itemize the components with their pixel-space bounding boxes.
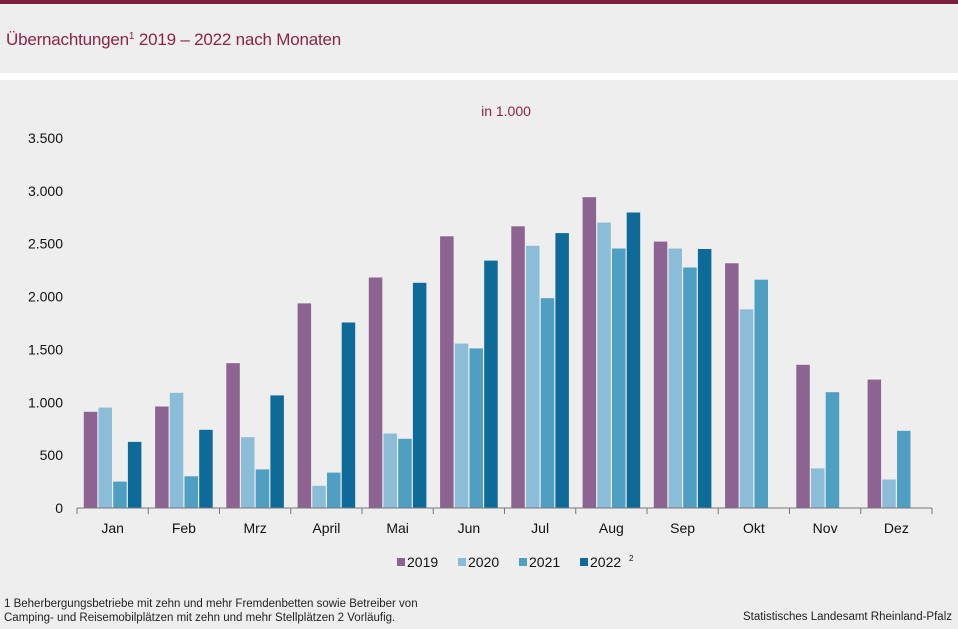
bar-2019-mai xyxy=(368,277,383,508)
x-tick-label: Feb xyxy=(172,520,196,536)
y-tick-label: 3.000 xyxy=(28,183,63,199)
bar-2019-nov xyxy=(796,364,810,508)
bar-2021-april xyxy=(327,472,341,508)
bar-2022-april xyxy=(341,322,356,508)
legend-label-2020: 2020 xyxy=(468,554,499,570)
bar-2020-nov xyxy=(811,468,825,508)
legend-swatch-2021 xyxy=(519,558,527,566)
bar-2021-jan xyxy=(113,481,127,508)
bar-2021-dez xyxy=(897,430,911,508)
title-main: Übernachtungen xyxy=(6,30,129,49)
bar-2021-feb xyxy=(184,476,198,508)
title-rest: 2019 – 2022 nach Monaten xyxy=(134,30,342,49)
x-tick-label: April xyxy=(312,520,340,536)
x-tick-label: Nov xyxy=(813,520,838,536)
bar-2022-aug xyxy=(626,212,641,508)
bar-2019-jul xyxy=(511,226,525,509)
bar-2021-sep xyxy=(683,267,697,508)
top-accent-bar xyxy=(0,0,958,4)
legend-footnote-ref: 2 xyxy=(629,554,634,563)
footnote-line-2: Camping- und Reisemobilplätzen mit zehn … xyxy=(4,612,396,624)
legend-swatch-2019 xyxy=(397,558,405,566)
bar-2019-jan xyxy=(83,411,98,508)
bar-2022-mai xyxy=(412,282,427,508)
bar-2022-sep xyxy=(697,249,712,508)
y-tick-label: 1.500 xyxy=(28,341,63,357)
bar-2020-aug xyxy=(597,222,611,508)
bar-2021-okt xyxy=(754,279,768,508)
bar-2019-feb xyxy=(155,406,169,508)
bar-2022-jan xyxy=(127,441,142,508)
y-tick-label: 2.500 xyxy=(28,236,63,252)
bar-2021-mrz xyxy=(255,469,270,508)
y-tick-label: 3.500 xyxy=(28,130,63,146)
bar-2022-jun xyxy=(484,260,498,508)
bar-2020-jan xyxy=(98,407,112,508)
page-title: Übernachtungen1 2019 – 2022 nach Monaten xyxy=(6,30,341,50)
bar-2020-mai xyxy=(383,433,397,508)
bar-2021-jul xyxy=(540,298,555,508)
bar-2020-mrz xyxy=(241,437,255,508)
bar-2020-dez xyxy=(882,479,896,508)
bar-2021-aug xyxy=(612,248,626,508)
x-tick-label: Sep xyxy=(670,520,695,536)
y-tick-label: 0 xyxy=(55,500,63,516)
legend-swatch-2020 xyxy=(458,558,466,566)
bar-2022-mrz xyxy=(270,395,284,508)
legend-label-2019: 2019 xyxy=(407,554,438,570)
x-tick-label: Jul xyxy=(531,520,549,536)
bar-2020-sep xyxy=(668,248,682,508)
bar-2022-jul xyxy=(555,233,569,508)
chart-subtitle: in 1.000 xyxy=(481,103,531,119)
footnote: 1 Beherbergungsbetriebe mit zehn und meh… xyxy=(4,597,418,625)
title-footnote-ref: 1 xyxy=(128,31,135,42)
bar-2019-mrz xyxy=(226,363,240,508)
legend-label-2022: 2022 xyxy=(590,554,621,570)
x-tick-label: Mrz xyxy=(243,520,266,536)
legend-label-2021: 2021 xyxy=(529,554,560,570)
header-background xyxy=(0,4,958,73)
bar-2020-jul xyxy=(526,245,540,509)
header-divider xyxy=(0,73,958,80)
x-tick-label: Okt xyxy=(743,520,765,536)
legend-swatch-2022 xyxy=(580,558,588,566)
x-tick-label: Jun xyxy=(458,520,481,536)
bar-2020-okt xyxy=(739,309,754,508)
bar-2019-okt xyxy=(725,263,739,508)
bar-2019-aug xyxy=(582,197,597,508)
bar-2021-mai xyxy=(398,438,412,508)
x-tick-label: Dez xyxy=(884,520,909,536)
bar-2020-jun xyxy=(454,343,469,508)
x-tick-label: Aug xyxy=(599,520,624,536)
bar-2021-jun xyxy=(469,348,483,508)
bar-2020-feb xyxy=(169,392,184,508)
bar-2019-april xyxy=(297,303,312,508)
bar-2019-sep xyxy=(653,241,668,508)
footnote-line-1: 1 Beherbergungsbetriebe mit zehn und meh… xyxy=(4,598,418,610)
bar-2021-nov xyxy=(825,392,840,508)
x-tick-label: Mai xyxy=(386,520,409,536)
bar-2020-april xyxy=(312,485,326,508)
bar-2019-dez xyxy=(867,379,882,508)
source-note: Statistisches Landesamt Rheinland-Pfalz xyxy=(742,611,952,623)
y-tick-label: 500 xyxy=(40,447,64,463)
bar-2019-jun xyxy=(440,236,454,509)
x-tick-label: Jan xyxy=(101,520,124,536)
bar-2022-feb xyxy=(199,429,213,508)
y-tick-label: 1.000 xyxy=(28,394,63,410)
y-tick-label: 2.000 xyxy=(28,289,63,305)
